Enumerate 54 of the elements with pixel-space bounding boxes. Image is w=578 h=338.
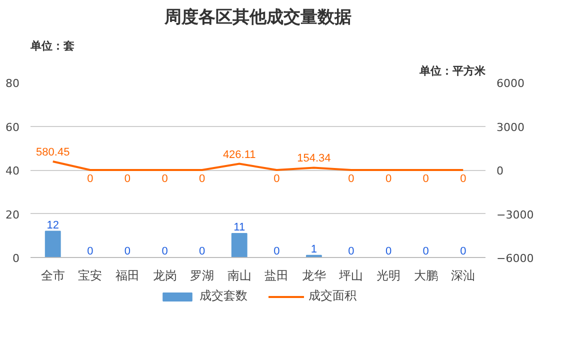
x-tick-label: 罗湖 (190, 268, 214, 282)
data-label: 0 (124, 173, 131, 185)
data-label: 0 (348, 173, 354, 185)
y2-tick-label: −6000 (496, 252, 534, 265)
data-label: 0 (87, 173, 94, 185)
data-label: 0 (460, 173, 466, 185)
line-series (52, 160, 464, 171)
x-tick-label: 龙华 (302, 268, 326, 282)
data-label: 0 (124, 246, 131, 258)
data-label: 0 (385, 246, 392, 258)
x-tick-label: 坪山 (338, 268, 364, 282)
data-label: 154.34 (297, 152, 331, 165)
y-tick-label: 80 (6, 77, 20, 90)
bar (44, 230, 61, 258)
bar (231, 232, 248, 258)
x-tick-label: 盐田 (264, 268, 289, 282)
y2-tick-label: 6000 (496, 77, 524, 90)
data-label: 0 (348, 246, 354, 258)
x-tick-label: 龙岗 (152, 268, 177, 282)
y-tick-label: 0 (12, 252, 20, 265)
x-tick-label: 南山 (227, 268, 252, 282)
data-label: 0 (274, 173, 280, 185)
y-tick-label: 60 (6, 120, 20, 134)
y-axis-title: 单位：套 (30, 40, 74, 52)
y2-tick-label: 0 (496, 164, 504, 178)
data-label: 0 (199, 246, 206, 258)
data-label: 580.45 (36, 146, 70, 159)
data-label: 0 (422, 173, 429, 185)
data-label: 426.11 (222, 148, 256, 161)
data-label: 11 (234, 221, 246, 234)
data-label: 12 (46, 219, 60, 232)
data-label: 0 (87, 246, 94, 258)
data-label: 0 (422, 246, 429, 258)
x-tick-label: 宝安 (78, 268, 102, 282)
legend-label: 成交面积 (308, 288, 356, 304)
x-tick-label: 深汕 (451, 268, 476, 282)
y2-tick-label: −3000 (496, 208, 534, 222)
y-tick-label: 40 (6, 164, 20, 178)
chart-title: 周度各区其他成交量数据 (164, 8, 352, 28)
legend-label: 成交套数 (200, 288, 248, 304)
x-tick-label: 光明 (376, 268, 401, 282)
y2-axis-title: 单位：平方米 (418, 64, 486, 78)
x-tick-label: 全市 (40, 268, 65, 282)
y2-tick-label: 3000 (496, 120, 524, 134)
x-tick-label: 福田 (115, 268, 140, 282)
data-label: 0 (274, 246, 280, 258)
x-tick-label: 大鹏 (414, 268, 438, 282)
data-label: 0 (385, 173, 392, 185)
data-label: 1 (310, 243, 318, 256)
y-tick-label: 20 (6, 208, 20, 222)
data-label: 0 (199, 173, 206, 185)
data-label: 0 (162, 173, 168, 185)
data-label: 0 (460, 246, 466, 258)
data-label: 0 (162, 246, 168, 258)
